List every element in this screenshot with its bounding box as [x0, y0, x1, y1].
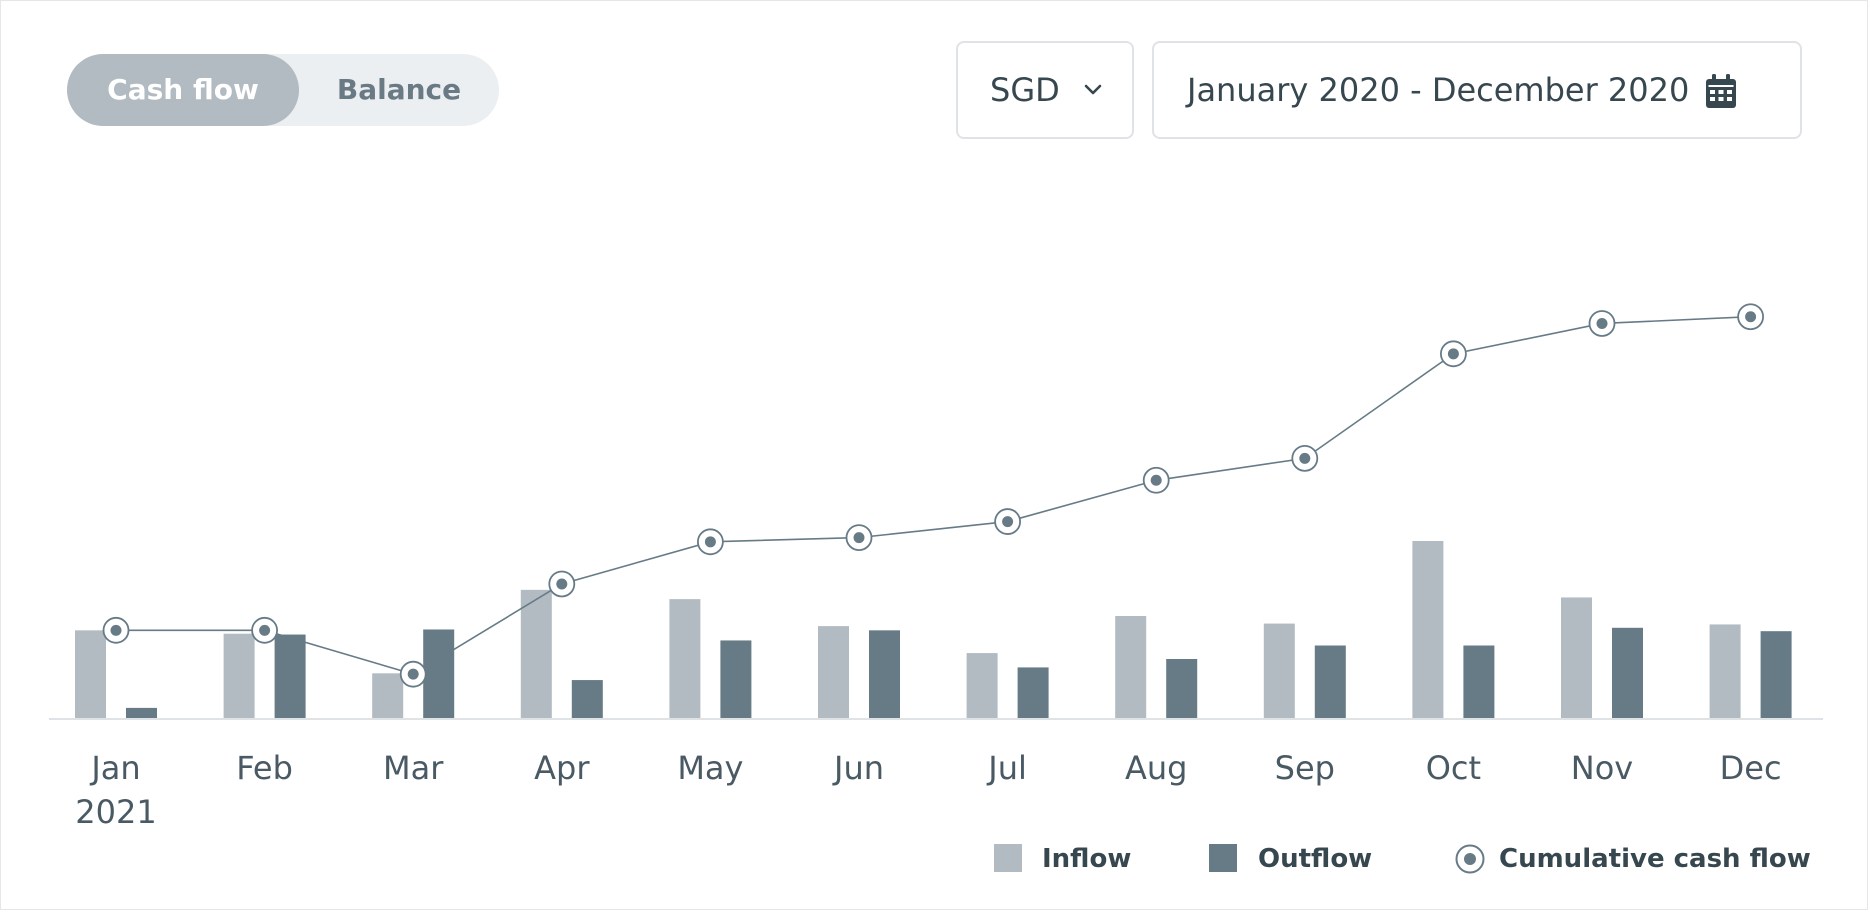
calendar-icon [1706, 74, 1736, 108]
x-tick-aug: Aug [1125, 749, 1187, 787]
bar-outflow-jul [1017, 667, 1049, 718]
legend-cumulative-marker-dot [1464, 853, 1476, 865]
x-tick-jul: Jul [986, 749, 1027, 787]
bar-inflow-feb [223, 633, 255, 718]
bar-outflow-jan [126, 707, 157, 718]
legend-cumulative-label: Cumulative cash flow [1499, 844, 1811, 874]
bar-inflow-mar [372, 673, 404, 718]
bar-outflow-feb [274, 634, 306, 718]
x-tick-may: May [677, 749, 743, 787]
bar-outflow-mar [423, 629, 455, 718]
cumulative-point-dot-may [704, 536, 716, 548]
cumulative-point-dot-nov [1596, 317, 1608, 329]
x-tick-jan: Jan [89, 749, 140, 787]
cumulative-point-dot-dec [1745, 311, 1757, 323]
legend-outflow-swatch [1209, 844, 1237, 872]
toggle-cash-flow[interactable]: Cash flow [67, 54, 299, 126]
cumulative-point-dot-aug [1150, 474, 1162, 486]
legend-inflow-label: Inflow [1042, 844, 1131, 874]
bar-inflow-sep [1263, 623, 1295, 718]
date-range-value: January 2020 - December 2020 [1187, 71, 1690, 109]
cumulative-point-dot-sep [1299, 452, 1311, 464]
bar-inflow-may [669, 599, 701, 718]
date-range-picker[interactable]: January 2020 - December 2020 [1152, 41, 1802, 139]
view-toggle[interactable]: Cash flow Balance [67, 54, 499, 126]
cumulative-line [116, 315, 1751, 676]
bar-inflow-oct [1412, 540, 1444, 718]
currency-value: SGD [990, 71, 1060, 109]
bar-outflow-sep [1314, 645, 1346, 718]
x-tick-dec: Dec [1720, 749, 1782, 787]
bar-inflow-dec [1709, 624, 1741, 718]
x-tick-apr: Apr [534, 749, 590, 787]
bar-inflow-jun [818, 626, 849, 718]
cumulative-point-dot-jun [853, 532, 865, 544]
x-tick-jun: Jun [832, 749, 884, 787]
cumulative-point-dot-apr [556, 578, 568, 590]
currency-select[interactable]: SGD [956, 41, 1134, 139]
toggle-balance[interactable]: Balance [336, 73, 462, 106]
chevron-down-icon [1084, 84, 1102, 95]
legend-inflow-swatch [994, 844, 1022, 872]
bar-inflow-nov [1561, 597, 1592, 718]
bar-outflow-may [720, 640, 752, 718]
bar-outflow-aug [1166, 658, 1198, 718]
bar-outflow-jun [869, 630, 900, 718]
cumulative-point-dot-jan [110, 624, 122, 636]
x-tick-sep: Sep [1275, 749, 1335, 787]
x-tick-feb: Feb [236, 749, 293, 787]
cumulative-point-dot-mar [407, 668, 419, 680]
bar-inflow-apr [520, 589, 552, 718]
bar-outflow-apr [571, 680, 603, 718]
bar-inflow-jul [966, 653, 998, 718]
cumulative-point-dot-feb [259, 624, 271, 636]
bar-inflow-jan [75, 630, 106, 718]
legend-outflow-label: Outflow [1258, 844, 1372, 874]
bar-outflow-nov [1612, 627, 1643, 718]
x-tick-oct: Oct [1426, 749, 1481, 787]
x-tick-year-label: 2021 [75, 793, 156, 831]
bar-outflow-dec [1760, 631, 1792, 718]
cumulative-point-dot-jul [1002, 516, 1014, 528]
x-tick-nov: Nov [1571, 749, 1633, 787]
x-tick-mar: Mar [383, 749, 444, 787]
cumulative-point-dot-oct [1447, 348, 1459, 360]
bar-inflow-aug [1115, 615, 1147, 718]
bar-outflow-oct [1463, 645, 1495, 718]
